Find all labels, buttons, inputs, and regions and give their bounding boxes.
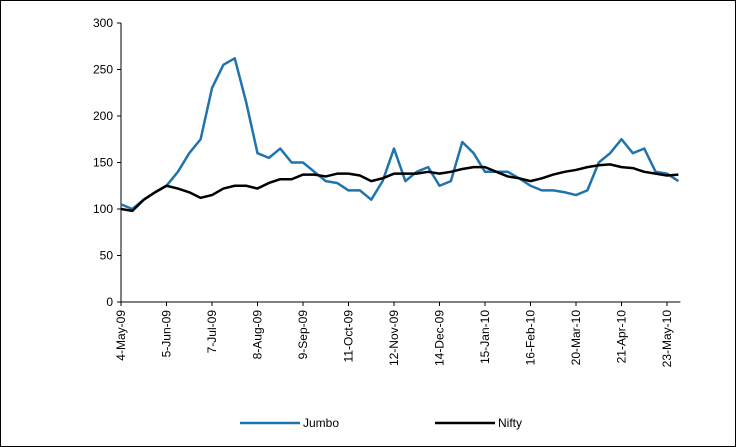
y-tick-label: 150 <box>93 156 113 170</box>
series-line <box>120 57 680 211</box>
x-tick-label: 7-Jul-09 <box>205 310 219 354</box>
x-tick-label: 23-May-10 <box>660 310 674 368</box>
series-line <box>120 163 679 213</box>
x-tick-label: 14-Dec-09 <box>433 310 447 366</box>
x-tick-label: 11-Oct-09 <box>342 310 356 363</box>
legend-label: Nifty <box>498 416 522 430</box>
x-tick-label: 15-Jan-10 <box>478 310 492 364</box>
x-tick-label: 21-Apr-10 <box>615 310 629 364</box>
y-tick-label: 100 <box>93 202 113 216</box>
x-tick-label: 8-Aug-09 <box>251 310 265 360</box>
x-tick-label: 16-Feb-10 <box>524 310 538 366</box>
x-tick-label: 9-Sep-09 <box>296 310 310 360</box>
x-tick-label: 20-Mar-10 <box>569 310 583 366</box>
y-tick-label: 200 <box>93 109 113 123</box>
x-tick-label: 12-Nov-09 <box>387 310 401 366</box>
x-tick-label: 4-May-09 <box>114 310 128 361</box>
y-tick-label: 0 <box>106 295 113 309</box>
x-tick-label: 5-Jun-09 <box>160 310 174 358</box>
legend-label: Jumbo <box>303 416 339 430</box>
y-tick-label: 250 <box>93 63 113 77</box>
y-tick-label: 300 <box>93 16 113 30</box>
y-tick-label: 50 <box>100 249 114 263</box>
